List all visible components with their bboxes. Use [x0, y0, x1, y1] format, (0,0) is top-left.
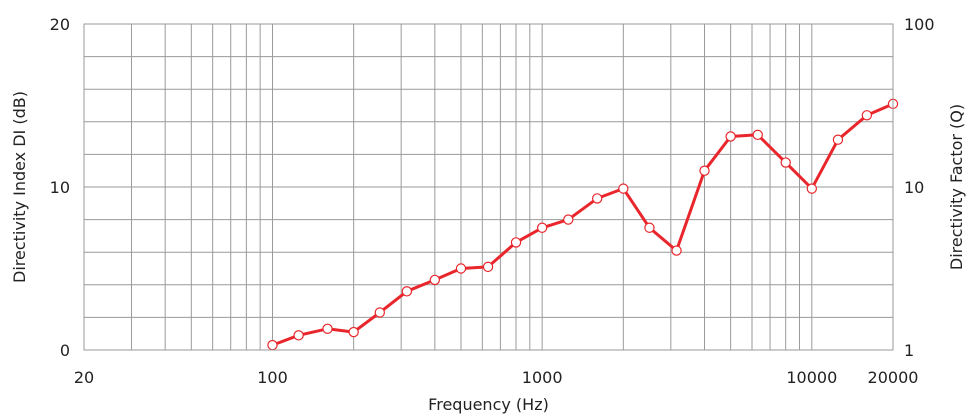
y2-tick-label: 1 — [904, 341, 914, 360]
data-point — [348, 326, 359, 338]
y2-tick-label: 10 — [904, 178, 924, 197]
data-point — [671, 245, 682, 256]
x-tick-label: 20000 — [868, 368, 919, 387]
x-axis-title: Frequency (Hz) — [428, 395, 549, 414]
y-tick-label: 10 — [50, 178, 70, 197]
x-tick-label: 20 — [74, 368, 94, 387]
data-point — [780, 157, 791, 168]
y-tick-label: 0 — [60, 341, 70, 360]
data-point — [699, 165, 710, 176]
data-point — [401, 286, 413, 297]
data-point — [322, 323, 333, 335]
y2-axis-title: Directivity Factor (Q) — [947, 104, 966, 270]
y-axis-title: Directivity Index DI (dB) — [10, 91, 29, 283]
data-point — [455, 263, 467, 274]
data-point — [806, 183, 818, 194]
y2-tick-label: 100 — [904, 15, 935, 34]
data-point — [861, 110, 873, 121]
data-point — [644, 222, 655, 233]
x-tick-label: 1000 — [522, 368, 563, 387]
data-point — [429, 274, 441, 286]
series-line — [271, 102, 895, 347]
data-point — [563, 214, 574, 225]
plot-frame — [83, 23, 894, 351]
data-point — [618, 183, 629, 194]
data-point — [482, 261, 494, 273]
data-point — [591, 193, 603, 204]
data-series — [267, 98, 899, 351]
data-point — [752, 129, 763, 141]
data-point — [374, 307, 386, 318]
y-tick-label: 20 — [50, 15, 70, 34]
grid — [84, 24, 893, 350]
data-point — [293, 330, 304, 341]
data-point — [536, 222, 548, 233]
data-point — [725, 131, 736, 142]
tick-labels: 20 100 1000 10000 20000 0 10 20 1 10 100 — [50, 15, 935, 387]
data-point — [832, 134, 844, 145]
data-point — [267, 339, 278, 351]
x-tick-label: 10000 — [786, 368, 837, 387]
x-tick-label: 100 — [257, 368, 288, 387]
data-point — [510, 237, 522, 248]
